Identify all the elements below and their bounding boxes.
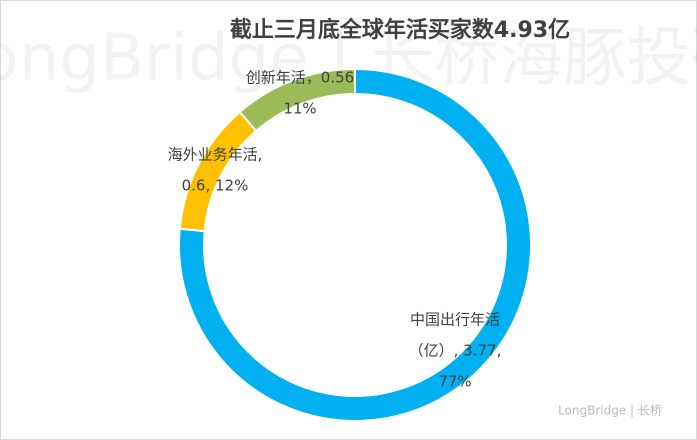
chart-title: 截止三月底全球年活买家数4.93亿 xyxy=(230,17,570,43)
data-label: 海外业务年活, xyxy=(168,146,263,164)
data-label: 11% xyxy=(283,100,316,118)
data-label: 77% xyxy=(438,373,471,391)
logo: LongBridge | 长桥 xyxy=(558,404,662,418)
data-label: （亿）, 3.77, xyxy=(409,342,502,360)
data-label: 创新年活，0.56 xyxy=(246,69,354,87)
data-label: 0.6, 12% xyxy=(182,177,249,195)
data-label: 中国出行年活 xyxy=(410,311,500,329)
donut-segment xyxy=(178,67,532,422)
donut-segment xyxy=(238,67,356,133)
